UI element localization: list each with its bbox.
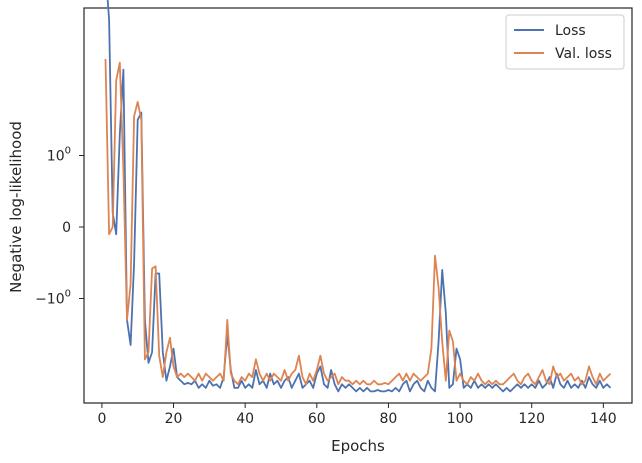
x-tick-label: 20 <box>165 411 183 427</box>
legend-label-val-loss: Val. loss <box>555 46 612 62</box>
y-tick-label: 100 <box>47 146 71 165</box>
y-tick-exponent: 0 <box>65 146 71 157</box>
y-axis-label: Negative log-likelihood <box>7 121 25 293</box>
y-tick-base: 10 <box>47 149 65 165</box>
x-tick-label: 80 <box>380 411 398 427</box>
y-tick-label: −100 <box>35 289 71 308</box>
series-line-val-loss <box>104 58 612 386</box>
y-tick-base: −10 <box>35 292 65 308</box>
x-tick-label: 100 <box>447 411 474 427</box>
x-tick-label: 60 <box>308 411 326 427</box>
x-tick-label: 140 <box>590 411 617 427</box>
legend-box <box>505 14 625 70</box>
legend: Loss Val. loss <box>505 14 625 70</box>
series-line-loss <box>106 0 612 393</box>
x-axis: 0 20 40 60 80 100 120 140 <box>97 403 617 427</box>
legend-label-loss: Loss <box>555 23 586 39</box>
y-tick-exponent: 0 <box>65 289 71 300</box>
x-tick-label: 120 <box>518 411 545 427</box>
x-tick-label: 0 <box>97 411 106 427</box>
series-lines <box>104 0 612 393</box>
y-tick-base: 0 <box>62 220 71 236</box>
y-tick-label: 0 <box>62 220 71 236</box>
x-axis-label: Epochs <box>331 437 385 455</box>
x-tick-label: 40 <box>236 411 254 427</box>
plot-area <box>83 7 633 404</box>
